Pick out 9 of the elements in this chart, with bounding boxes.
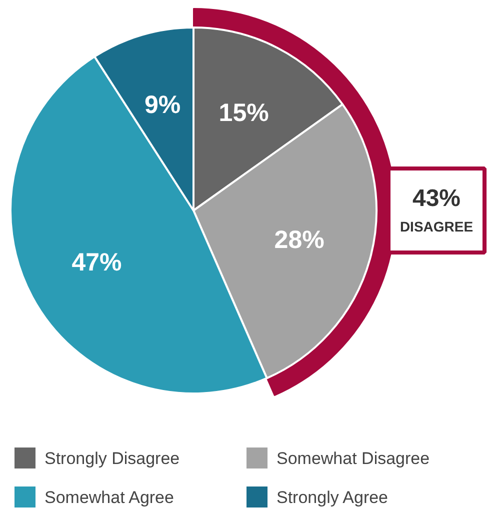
legend-label: Strongly Disagree [44, 449, 180, 468]
data-label: 9% [144, 91, 181, 120]
data-label: 47% [72, 248, 122, 276]
legend-label: Somewhat Disagree [276, 449, 430, 468]
data-label: 28% [274, 226, 324, 254]
legend-label: Somewhat Agree [44, 488, 174, 507]
legend-label: Strongly Agree [276, 488, 388, 507]
data-label: 15% [218, 98, 269, 127]
text: 43% DISAGREE [400, 185, 474, 234]
